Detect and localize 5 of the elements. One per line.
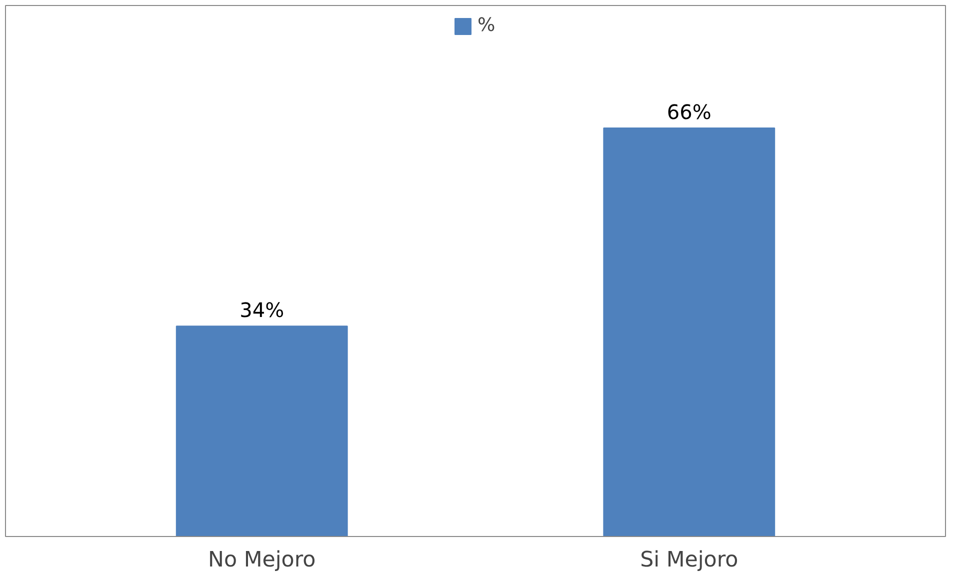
data-label: 34%	[240, 298, 284, 322]
x-tick-label: No Mejoro	[208, 548, 316, 572]
x-tick-label: Si Mejoro	[640, 548, 738, 572]
legend-label: %	[478, 15, 496, 36]
data-label: 66%	[666, 100, 712, 124]
